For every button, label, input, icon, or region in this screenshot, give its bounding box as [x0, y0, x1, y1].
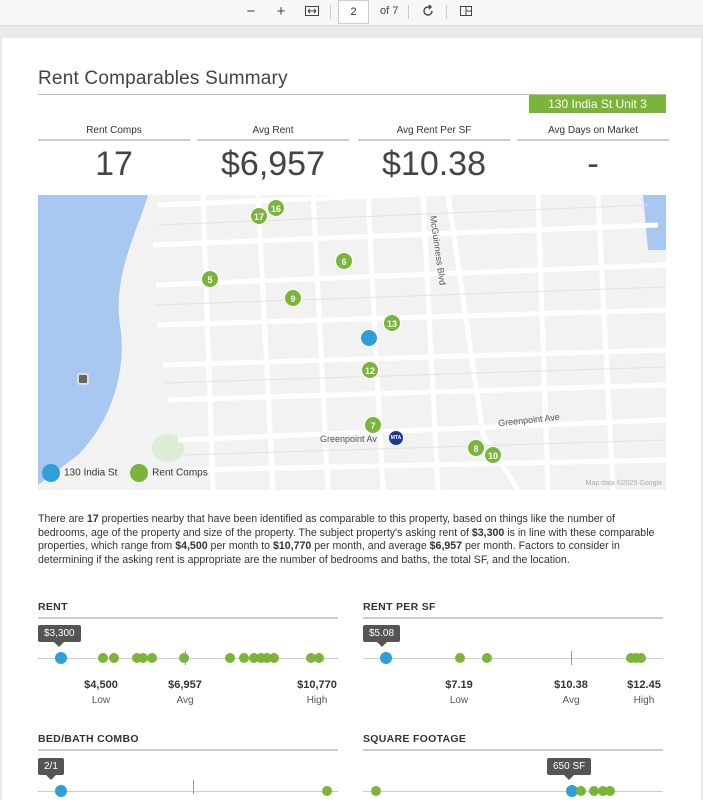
square-footage-range: SQUARE FOOTAGE 650 SF: [363, 733, 665, 800]
poi-marker-icon: [77, 373, 89, 385]
map-pin-comp[interactable]: 13: [383, 314, 401, 332]
map-attribution: Map data ©2025 Google: [585, 480, 662, 487]
high-caption: High: [306, 695, 328, 706]
map-pin-comp[interactable]: 5: [201, 270, 219, 288]
range-title: RENT PER SF: [363, 601, 436, 613]
avg-caption: Avg: [176, 695, 194, 706]
comp-dot: [598, 786, 608, 796]
high-value: $12.45: [627, 679, 661, 691]
comp-dot: [306, 653, 316, 663]
stat-value: $6,957: [221, 145, 325, 183]
map-pin-comp[interactable]: 17: [250, 207, 268, 225]
range-title: RENT: [38, 601, 68, 613]
rent-range: RENT $3,300 $4,500 Low $6,957 Avg $10,77…: [38, 601, 340, 711]
zoom-in-button[interactable]: +: [276, 3, 286, 20]
subject-value-bubble: 650 SF: [547, 758, 592, 780]
stat-value: -: [587, 145, 599, 183]
map-pin-comp[interactable]: 9: [284, 289, 302, 307]
map-pin-comp[interactable]: 6: [335, 252, 353, 270]
comp-dot: [98, 653, 108, 663]
stat-value: 17: [95, 145, 133, 183]
bed-bath-range: BED/BATH COMBO 2/1: [38, 733, 340, 800]
map-pin-comp[interactable]: 7: [364, 416, 382, 434]
comp-dot: [249, 653, 259, 663]
pdf-toolbar: − + 2 of 7: [0, 0, 703, 26]
page-number-input[interactable]: 2: [338, 0, 369, 24]
range-title: BED/BATH COMBO: [38, 733, 139, 745]
comp-dot: [605, 786, 615, 796]
comp-dot: [322, 786, 332, 796]
street-label-greenpoint-av: Greenpoint Av: [320, 434, 377, 444]
subject-value-bubble: $5.08: [363, 625, 401, 647]
stat-label: Rent Comps: [38, 124, 190, 141]
zoom-out-button[interactable]: −: [246, 3, 256, 20]
map-pin-subject[interactable]: [360, 329, 378, 347]
comp-dot: [179, 653, 189, 663]
subject-value-bubble: $3,300: [38, 625, 81, 647]
low-value: $4,500: [84, 679, 118, 691]
range-title: SQUARE FOOTAGE: [363, 733, 467, 745]
comp-dot: [239, 653, 249, 663]
map-pin-comp[interactable]: 12: [361, 361, 379, 379]
low-caption: Low: [91, 695, 111, 706]
comp-dot: [589, 786, 599, 796]
comp-dot: [576, 786, 586, 796]
subway-station-icon: MTA: [389, 431, 403, 445]
comp-dot: [269, 653, 279, 663]
comp-dot: [256, 653, 266, 663]
avg-value: $10.38: [554, 679, 588, 691]
comp-dot: [262, 653, 272, 663]
subject-dot: [566, 785, 578, 797]
comp-dot: [482, 653, 492, 663]
low-caption: Low: [449, 695, 469, 706]
comp-dot: [455, 653, 465, 663]
comp-dot: [371, 786, 381, 796]
map-base: [38, 195, 666, 490]
stat-value: $10.38: [382, 145, 486, 183]
high-caption: High: [633, 695, 655, 706]
stat-label: Avg Days on Market: [517, 124, 669, 141]
comp-dot: [138, 653, 148, 663]
report-page: Rent Comparables Summary 130 India St Un…: [2, 38, 701, 800]
stat-label: Avg Rent: [197, 124, 349, 141]
legend-comps: Rent Comps: [130, 464, 208, 482]
stat-avg-rent: Avg Rent $6,957: [197, 124, 349, 184]
avg-caption: Avg: [562, 695, 580, 706]
comp-dot-icon: [130, 464, 149, 482]
subject-dot-icon: [42, 464, 60, 482]
rotate-icon[interactable]: [420, 3, 436, 21]
low-value: $7.19: [445, 679, 473, 691]
comp-dot: [314, 653, 324, 663]
comp-dot: [132, 653, 142, 663]
comp-dot: [109, 653, 119, 663]
subject-dot: [380, 652, 392, 664]
comp-dot: [147, 653, 157, 663]
avg-value: $6,957: [168, 679, 202, 691]
stat-avg-days-on-market: Avg Days on Market -: [517, 124, 669, 184]
page-count: of 7: [380, 5, 399, 17]
stat-label: Avg Rent Per SF: [358, 124, 510, 141]
stat-rent-comps: Rent Comps 17: [38, 124, 190, 184]
subject-value-bubble: 2/1: [38, 758, 64, 780]
comparables-map[interactable]: McGuinness Blvd Greenpoint Ave Greenpoin…: [38, 195, 666, 490]
comp-dot: [636, 653, 646, 663]
title-divider: [38, 94, 666, 95]
subject-dot: [55, 785, 67, 797]
subject-dot: [55, 652, 67, 664]
page-title: Rent Comparables Summary: [38, 68, 288, 89]
property-address-badge: 130 India St Unit 3: [529, 95, 666, 113]
map-pin-comp[interactable]: 16: [267, 199, 285, 217]
map-legend: 130 India St Rent Comps: [42, 464, 218, 486]
summary-paragraph: There are 17 properties nearby that have…: [38, 513, 655, 566]
high-value: $10,770: [297, 679, 337, 691]
fit-width-icon[interactable]: [304, 3, 320, 21]
comp-dot: [225, 653, 235, 663]
rent-per-sf-range: RENT PER SF $5.08 $7.19 Low $10.38 Avg $…: [363, 601, 665, 711]
stat-avg-rent-per-sf: Avg Rent Per SF $10.38: [358, 124, 510, 184]
page-view-icon[interactable]: [458, 3, 474, 21]
legend-subject: 130 India St: [42, 464, 117, 482]
map-pin-comp[interactable]: 8: [467, 439, 485, 457]
map-pin-comp[interactable]: 10: [484, 446, 502, 464]
